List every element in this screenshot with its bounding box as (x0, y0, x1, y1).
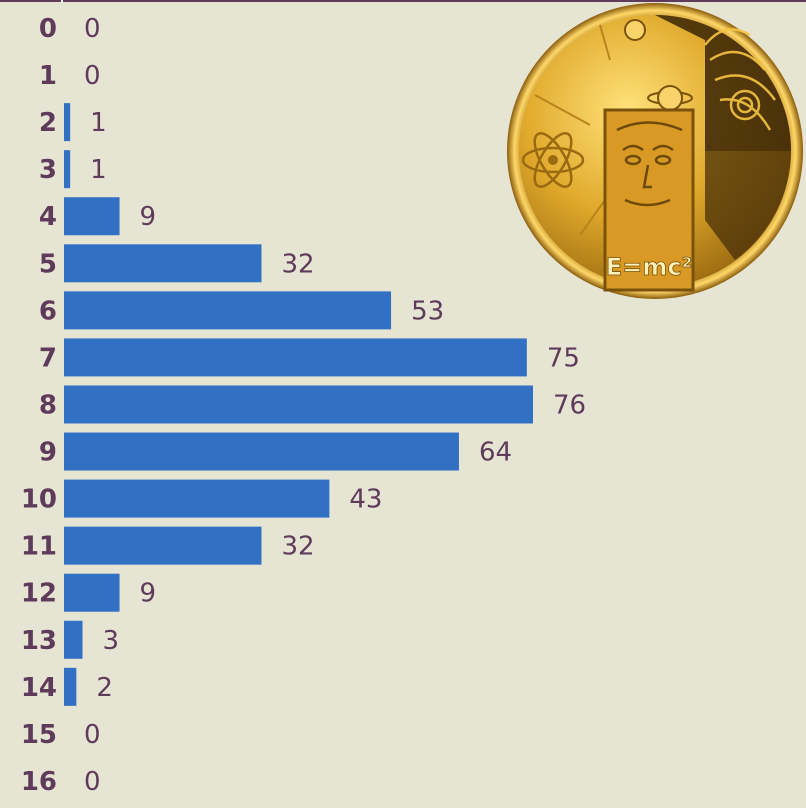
category-label: 12 (21, 579, 57, 609)
category-label: 10 (21, 485, 57, 515)
value-label: 75 (547, 343, 580, 373)
value-label: 0 (84, 61, 101, 91)
category-label: 6 (39, 296, 57, 326)
category-label: 4 (39, 202, 57, 232)
bar (64, 479, 330, 518)
value-label: 53 (411, 296, 444, 326)
value-label: 76 (553, 390, 586, 420)
category-label: 8 (39, 390, 57, 420)
value-label: 64 (479, 438, 512, 468)
value-label: 0 (84, 767, 101, 797)
value-label: 9 (140, 202, 157, 232)
bar (64, 244, 262, 283)
value-label: 32 (281, 249, 314, 279)
category-label: 11 (21, 532, 57, 562)
bar (64, 291, 392, 330)
value-label: 32 (281, 532, 314, 562)
category-label: 5 (39, 249, 57, 279)
category-label: 2 (39, 108, 57, 138)
category-label: 1 (39, 61, 57, 91)
value-label: 1 (90, 155, 107, 185)
bar (64, 150, 71, 189)
category-label: 15 (21, 720, 57, 750)
category-label: 9 (39, 438, 57, 468)
bar (64, 667, 77, 706)
category-label: 3 (39, 155, 57, 185)
value-label: 43 (349, 485, 382, 515)
bar (64, 573, 120, 612)
value-label: 1 (90, 108, 107, 138)
value-label: 3 (103, 626, 120, 656)
bar (64, 432, 459, 471)
bar (64, 338, 527, 377)
bar (64, 526, 262, 565)
category-label: 13 (21, 626, 57, 656)
value-label: 9 (140, 579, 157, 609)
category-label: 16 (21, 767, 57, 797)
category-label: 0 (39, 14, 57, 44)
top-border (0, 0, 806, 2)
bar (64, 620, 83, 659)
value-label: 0 (84, 14, 101, 44)
category-label: 7 (39, 343, 57, 373)
bar (64, 385, 533, 424)
bar (64, 103, 71, 142)
value-label: 2 (96, 673, 113, 703)
gold-coin-logo: E=mc² (507, 3, 803, 299)
value-label: 0 (84, 720, 101, 750)
coin-equation: E=mc² (606, 253, 692, 281)
bar (64, 197, 120, 236)
category-label: 14 (21, 673, 57, 703)
axis-tick (61, 0, 63, 3)
